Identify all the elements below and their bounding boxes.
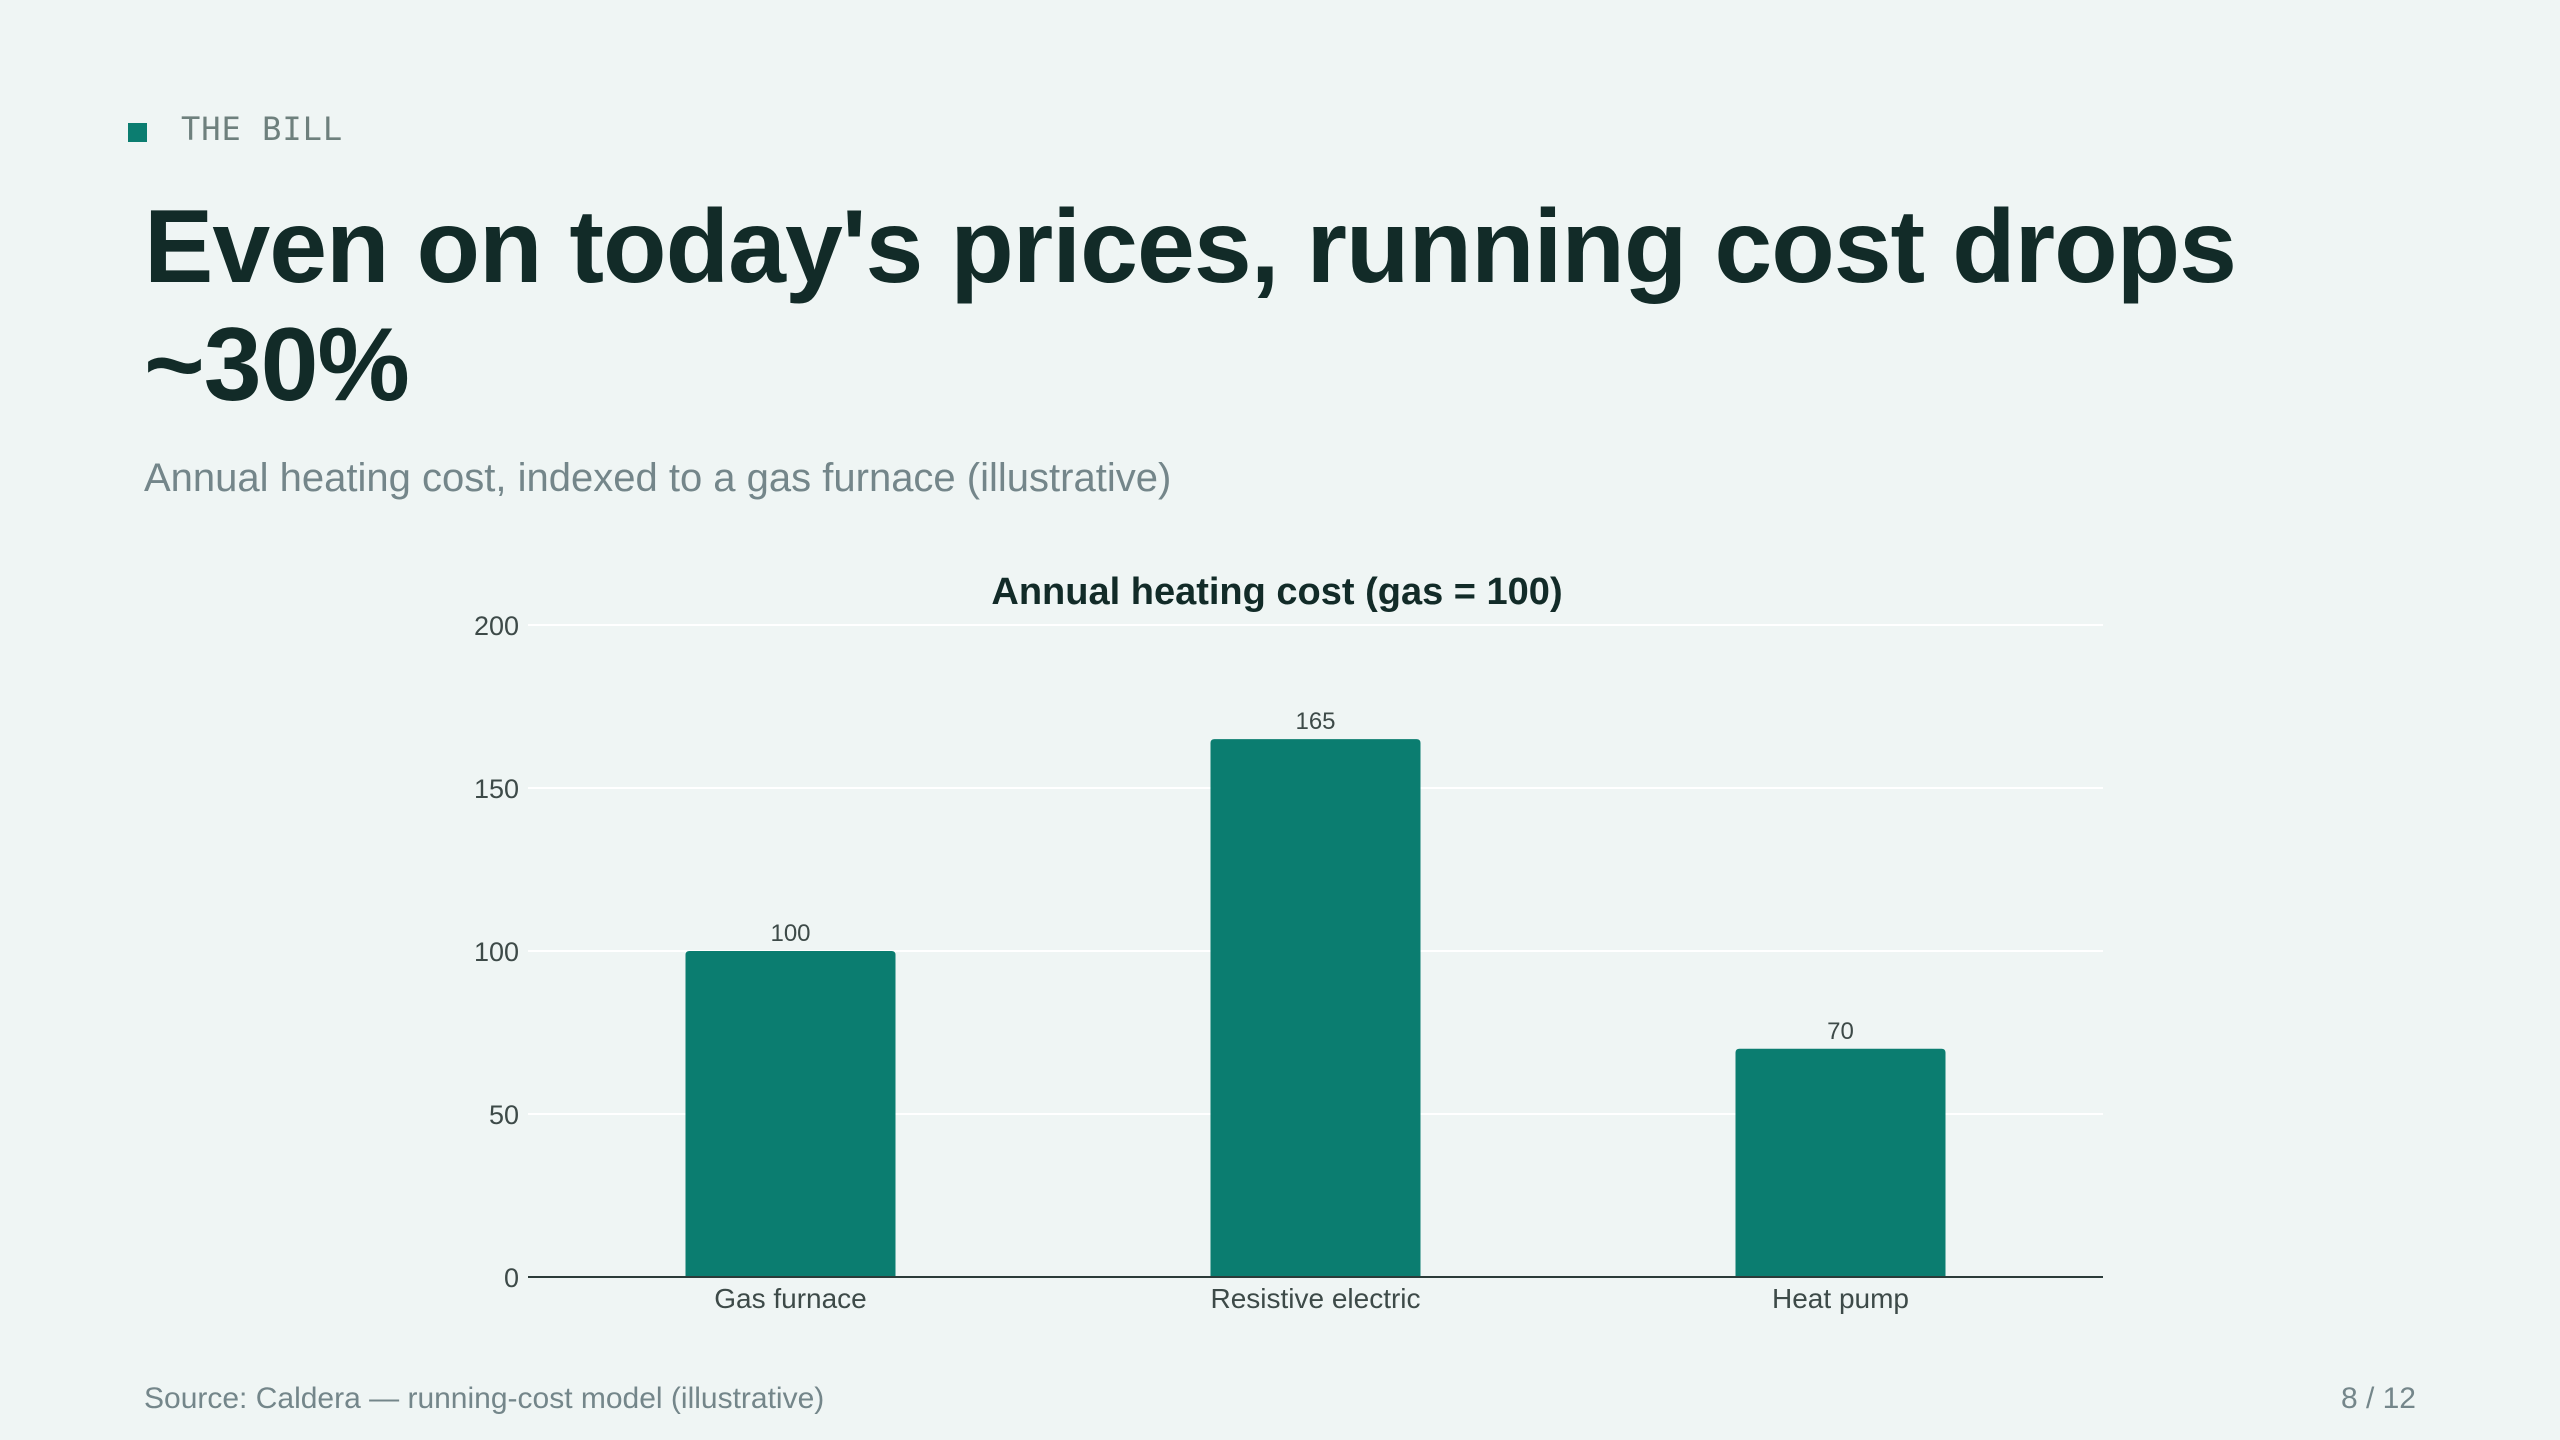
- slide-subtitle: Annual heating cost, indexed to a gas fu…: [144, 456, 1172, 500]
- bar-resistive-electric: [1210, 739, 1421, 1277]
- y-tick-label: 150: [474, 774, 519, 804]
- y-axis-ticks: 0 50 100 150 200: [474, 611, 519, 1293]
- slide-title: Even on today's prices, running cost dro…: [144, 189, 2237, 423]
- eyebrow-label: THE BILL: [181, 110, 344, 148]
- data-label: 165: [1295, 708, 1335, 735]
- y-tick-label: 50: [489, 1100, 519, 1130]
- bar-heat-pump: [1735, 1048, 1946, 1277]
- eyebrow: THE BILL: [128, 110, 343, 148]
- x-tick-label: Heat pump: [1772, 1283, 1909, 1314]
- x-axis-ticks: Gas furnace Resistive electric Heat pump: [714, 1283, 1909, 1314]
- y-tick-label: 100: [474, 937, 519, 967]
- x-tick-label: Resistive electric: [1210, 1283, 1420, 1314]
- data-label: 100: [770, 920, 810, 947]
- chart-title: Annual heating cost (gas = 100): [991, 571, 1562, 613]
- data-label: 70: [1827, 1018, 1854, 1045]
- x-tick-label: Gas furnace: [714, 1283, 867, 1314]
- y-tick-label: 0: [504, 1263, 519, 1293]
- page-number: 8 / 12: [2340, 1382, 2416, 1415]
- y-tick-label: 200: [474, 611, 519, 641]
- data-labels: 100 165 70: [770, 708, 1853, 1045]
- footer-source: Source: Caldera — running-cost model (il…: [144, 1382, 825, 1415]
- bar-gas-furnace: [685, 951, 896, 1277]
- eyebrow-square-icon: [128, 122, 147, 142]
- bars: [685, 739, 1946, 1277]
